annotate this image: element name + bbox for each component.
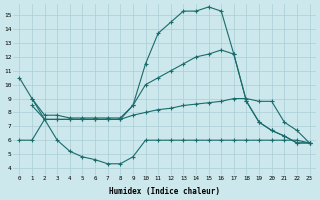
X-axis label: Humidex (Indice chaleur): Humidex (Indice chaleur) [109, 187, 220, 196]
